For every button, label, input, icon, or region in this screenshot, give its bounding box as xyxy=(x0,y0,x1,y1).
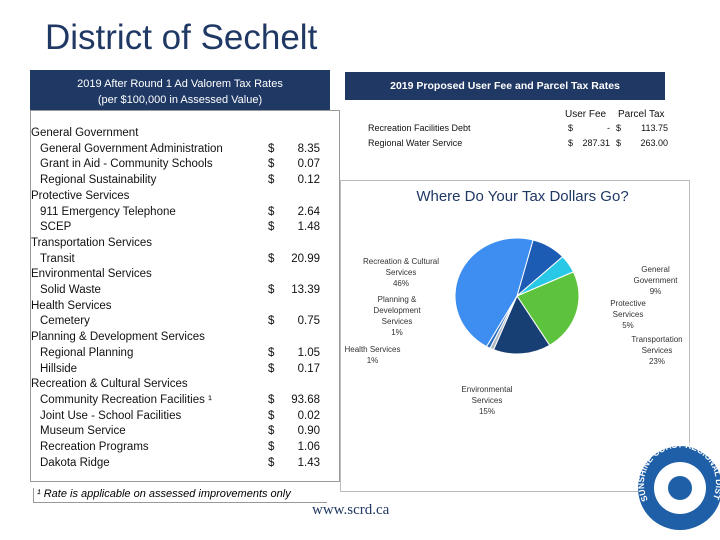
rate-label: Solid Waste xyxy=(40,284,101,296)
currency: $ xyxy=(268,393,275,406)
currency: $ xyxy=(268,158,275,171)
currency: $ xyxy=(268,205,275,218)
footnote: ¹ Rate is applicable on assessed improve… xyxy=(33,488,327,503)
rate-value: 0.07 xyxy=(297,158,320,171)
rate-value: 0.17 xyxy=(297,362,320,375)
currency: $ xyxy=(268,142,275,155)
fees-header: 2019 Proposed User Fee and Parcel Tax Ra… xyxy=(345,72,665,100)
section-heading: Planning & Development Services xyxy=(31,331,205,344)
pie-label-name: General Government xyxy=(633,265,678,285)
fee-label: Recreation Facilities Debt xyxy=(368,123,471,133)
rate-label: 911 Emergency Telephone xyxy=(40,205,176,218)
currency: $ xyxy=(268,221,275,234)
fee-label: Regional Water Service xyxy=(368,138,463,148)
rate-label: Hillside xyxy=(40,362,78,375)
rate-value: 0.90 xyxy=(297,425,320,438)
rate-value: 13.39 xyxy=(291,284,320,296)
rate-label: Regional Planning xyxy=(40,346,134,359)
currency: $ xyxy=(268,441,275,453)
rate-value: 0.12 xyxy=(297,174,320,187)
rate-value: 8.35 xyxy=(297,142,320,155)
currency: $ xyxy=(268,346,275,359)
rate-value: 2.64 xyxy=(297,205,320,218)
fee-value: - xyxy=(607,123,610,133)
fee-value: 287.31 xyxy=(582,138,610,148)
chart-box xyxy=(340,180,690,492)
pie-value-label: 5% xyxy=(622,321,634,330)
chart-title: Where Do Your Tax Dollars Go? xyxy=(416,188,629,205)
section-heading: General Government xyxy=(31,127,139,139)
currency: $ xyxy=(268,252,275,265)
currency: $ xyxy=(568,123,574,133)
pie-label-name: Health Services xyxy=(344,345,401,354)
pie-label-name: Recreation & Cultural Services xyxy=(362,257,440,277)
section-heading: Environmental Services xyxy=(31,268,152,281)
logo-sun xyxy=(668,476,692,500)
rates-header-line: 2019 After Round 1 Ad Valorem Tax Rates xyxy=(77,78,283,90)
pie-slice xyxy=(492,294,551,355)
fee-column-header: User Fee xyxy=(565,109,607,120)
pie-value-label: 23% xyxy=(648,357,665,366)
rate-value: 1.43 xyxy=(297,456,320,469)
pie-value-label: 1% xyxy=(391,328,403,337)
section-heading: Health Services xyxy=(31,299,112,312)
rate-value: 93.68 xyxy=(291,393,320,406)
pie-value-label: 1% xyxy=(366,356,379,365)
section-heading: Transportation Services xyxy=(31,236,153,249)
rates-box xyxy=(30,110,340,482)
rate-label: Joint Use - School Facilities xyxy=(40,409,182,422)
fee-column-header: Parcel Tax xyxy=(618,109,665,120)
rate-label: Cemetery xyxy=(40,315,90,328)
rate-label: General Government Administration xyxy=(40,142,223,155)
rate-value: 1.48 xyxy=(297,221,320,234)
fee-value: 263.00 xyxy=(640,138,668,148)
pie-value-label: 46% xyxy=(392,279,409,288)
rate-label: Museum Service xyxy=(40,425,126,438)
currency: $ xyxy=(268,315,275,328)
pie-slice xyxy=(454,237,534,348)
rate-value: 1.06 xyxy=(297,441,320,453)
currency: $ xyxy=(568,138,574,148)
pie-label-name: Protective Services xyxy=(610,299,646,319)
rates-header-line: (per $100,000 in Assessed Value) xyxy=(97,94,263,106)
pie-label-name: Environmental Services xyxy=(461,385,513,405)
rate-label: Community Recreation Facilities ¹ xyxy=(40,393,212,406)
currency: $ xyxy=(268,409,275,422)
pie-value-label: 15% xyxy=(478,407,495,416)
section-heading: Protective Services xyxy=(31,189,130,202)
section-heading: Recreation & Cultural Services xyxy=(31,378,188,391)
rate-label: Dakota Ridge xyxy=(40,456,110,469)
rate-value: 20.99 xyxy=(291,252,320,265)
pie-label-name: Planning & Development Services xyxy=(373,295,421,326)
currency: $ xyxy=(268,174,275,187)
rate-value: 1.05 xyxy=(297,346,320,359)
currency: $ xyxy=(616,123,622,133)
rate-label: SCEP xyxy=(40,221,72,234)
pie-value-label: 9% xyxy=(649,287,662,296)
currency: $ xyxy=(616,138,622,148)
pie-slice xyxy=(516,271,580,346)
rate-value: 0.02 xyxy=(297,409,320,422)
currency: $ xyxy=(268,456,275,469)
rate-value: 0.75 xyxy=(297,315,320,328)
rate-label: Transit xyxy=(40,252,75,265)
rates-header: 2019 After Round 1 Ad Valorem Tax Rates … xyxy=(30,70,330,110)
rate-label: Recreation Programs xyxy=(40,441,149,453)
fee-value: 113.75 xyxy=(641,123,668,133)
rate-label: Grant in Aid - Community Schools xyxy=(40,158,213,171)
currency: $ xyxy=(268,425,275,438)
pie-label-name: Transportation Services xyxy=(631,335,683,355)
rate-label: Regional Sustainability xyxy=(40,174,157,187)
slide-title: District of Sechelt xyxy=(45,18,318,57)
url: www.scrd.ca xyxy=(312,502,390,518)
currency: $ xyxy=(268,284,275,296)
currency: $ xyxy=(268,362,275,375)
